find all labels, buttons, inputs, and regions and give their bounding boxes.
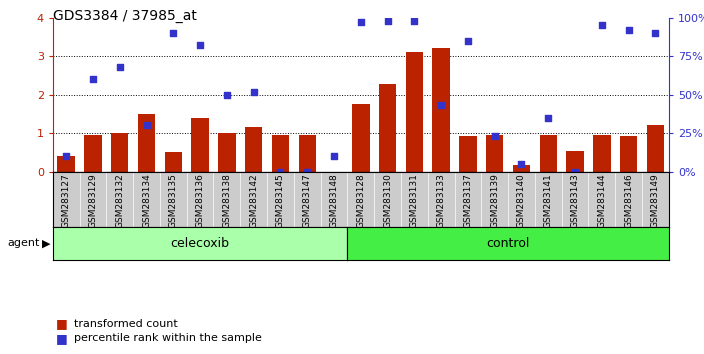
Text: GSM283146: GSM283146 <box>624 173 633 228</box>
Text: transformed count: transformed count <box>74 319 177 329</box>
Bar <box>245 127 263 172</box>
Bar <box>647 125 664 172</box>
Text: GSM283141: GSM283141 <box>543 173 553 228</box>
Point <box>328 154 339 159</box>
Text: GSM283138: GSM283138 <box>222 173 232 228</box>
Text: GSM283137: GSM283137 <box>463 173 472 228</box>
Bar <box>566 150 584 172</box>
Point <box>61 154 72 159</box>
Text: GSM283143: GSM283143 <box>570 173 579 228</box>
Text: GSM283129: GSM283129 <box>89 173 97 228</box>
Bar <box>379 84 396 172</box>
Point <box>141 123 152 129</box>
Bar <box>486 135 503 172</box>
Point <box>436 103 447 108</box>
Text: GSM283140: GSM283140 <box>517 173 526 228</box>
Point <box>623 27 634 33</box>
Point <box>248 89 259 95</box>
Text: GSM283135: GSM283135 <box>169 173 178 228</box>
Point <box>301 169 313 175</box>
Point <box>463 38 474 44</box>
Point <box>543 115 554 121</box>
Bar <box>406 52 423 172</box>
Text: GSM283132: GSM283132 <box>115 173 125 228</box>
Point <box>409 18 420 24</box>
Bar <box>138 114 156 172</box>
Point <box>489 133 501 139</box>
Text: GSM283136: GSM283136 <box>196 173 205 228</box>
Text: GSM283139: GSM283139 <box>490 173 499 228</box>
Bar <box>298 135 316 172</box>
Bar <box>111 133 128 172</box>
Text: GDS3384 / 37985_at: GDS3384 / 37985_at <box>53 9 196 23</box>
Bar <box>272 135 289 172</box>
Text: GSM283134: GSM283134 <box>142 173 151 228</box>
Text: agent: agent <box>7 238 39 249</box>
Point <box>650 30 661 36</box>
Point <box>516 161 527 167</box>
Bar <box>513 165 530 172</box>
Point <box>87 76 99 82</box>
Text: celecoxib: celecoxib <box>170 237 230 250</box>
Point <box>275 169 286 175</box>
Point <box>114 64 125 70</box>
Text: GSM283144: GSM283144 <box>597 173 606 228</box>
Bar <box>620 136 637 172</box>
Bar <box>191 118 209 172</box>
Text: GSM283148: GSM283148 <box>329 173 339 228</box>
Bar <box>352 104 370 172</box>
Text: percentile rank within the sample: percentile rank within the sample <box>74 333 262 343</box>
Point <box>570 169 581 175</box>
Text: GSM283142: GSM283142 <box>249 173 258 228</box>
Point <box>221 92 232 97</box>
Text: GSM283147: GSM283147 <box>303 173 312 228</box>
Point <box>596 23 608 28</box>
Bar <box>539 135 557 172</box>
Text: control: control <box>486 237 530 250</box>
Text: GSM283131: GSM283131 <box>410 173 419 228</box>
Text: GSM283127: GSM283127 <box>62 173 70 228</box>
Text: ■: ■ <box>56 318 68 330</box>
Point <box>194 42 206 48</box>
Point <box>382 18 394 24</box>
Bar <box>459 136 477 172</box>
Bar <box>84 135 101 172</box>
Text: GSM283128: GSM283128 <box>356 173 365 228</box>
Text: ■: ■ <box>56 332 68 344</box>
Bar <box>58 155 75 172</box>
Bar <box>432 48 450 172</box>
Text: ▶: ▶ <box>42 238 51 249</box>
Point <box>355 19 366 25</box>
Text: GSM283145: GSM283145 <box>276 173 285 228</box>
Bar <box>593 135 610 172</box>
Bar <box>218 133 236 172</box>
Bar <box>165 153 182 172</box>
Text: GSM283149: GSM283149 <box>651 173 660 228</box>
Text: GSM283133: GSM283133 <box>436 173 446 228</box>
Text: GSM283130: GSM283130 <box>383 173 392 228</box>
Point <box>168 30 179 36</box>
